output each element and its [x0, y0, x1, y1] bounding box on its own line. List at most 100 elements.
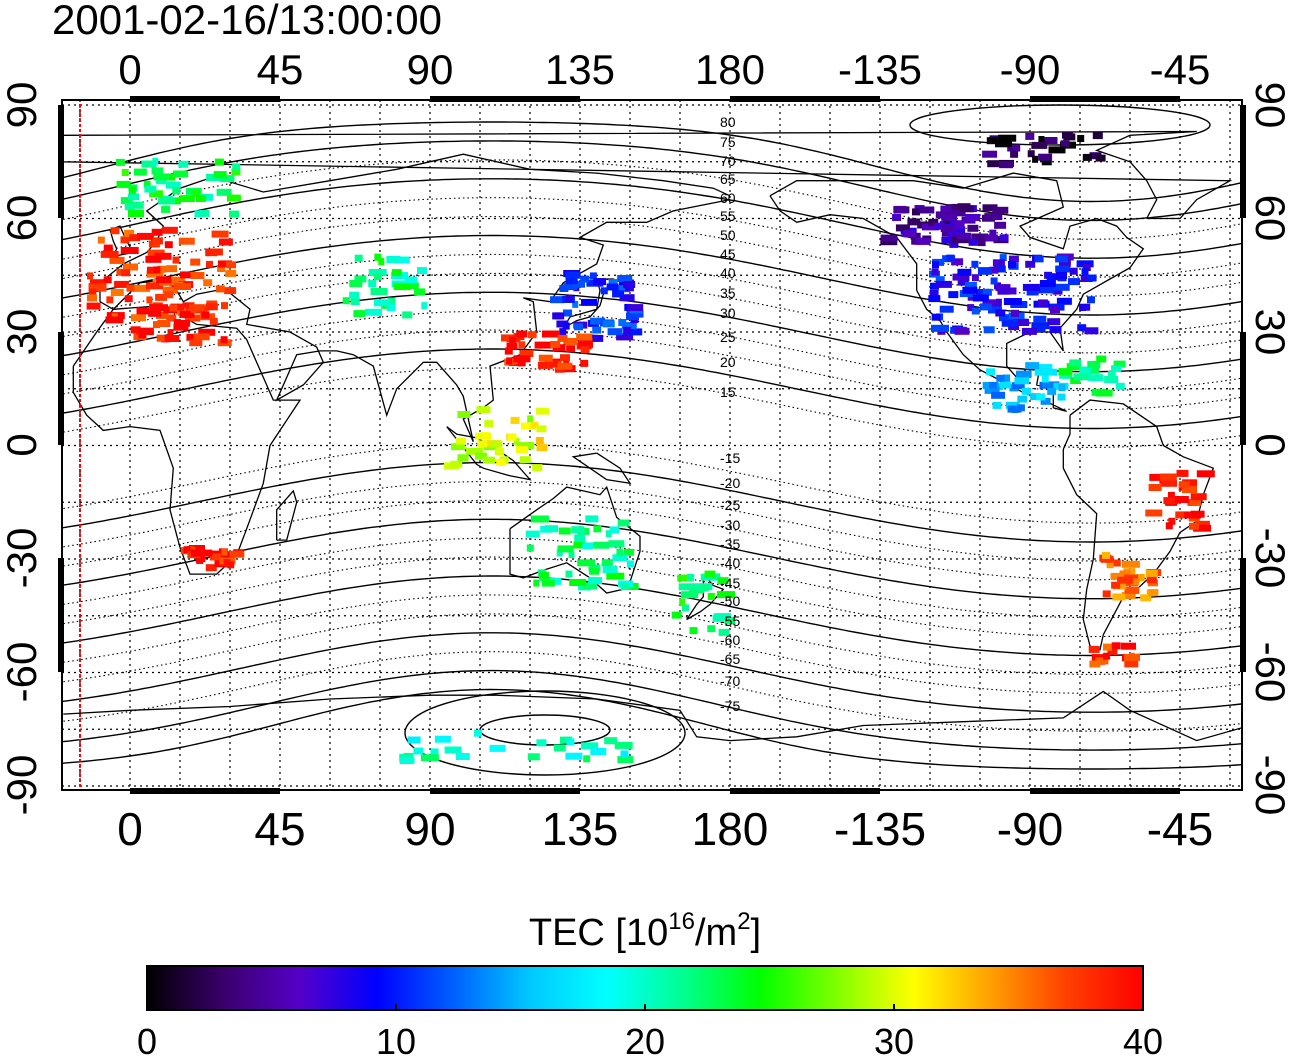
- tec-cell: [687, 573, 695, 581]
- tec-cell: [1011, 309, 1019, 317]
- tec-cell: [612, 285, 630, 293]
- tec-cell: [940, 225, 955, 232]
- coastline: [446, 426, 532, 481]
- tec-cell: [941, 236, 956, 244]
- tec-cell: [931, 268, 939, 276]
- tec-cell: [880, 234, 898, 242]
- tec-cell: [373, 273, 382, 281]
- tec-cell: [1059, 371, 1073, 379]
- contour-label: -30: [720, 517, 740, 533]
- tec-cell: [87, 272, 93, 280]
- tec-cell: [527, 415, 534, 423]
- tec-cell: [166, 265, 178, 273]
- left-lat-label: -90: [0, 755, 45, 816]
- tec-cell: [1026, 288, 1039, 296]
- colorbar-tick-label: 10: [376, 1021, 416, 1057]
- tec-cell: [541, 579, 555, 587]
- tec-cell: [1017, 395, 1028, 403]
- tec-cell: [90, 279, 104, 287]
- tec-cell: [370, 288, 388, 295]
- colorbar-gradient: [146, 965, 1144, 1011]
- tec-cell: [219, 175, 235, 183]
- tec-cell: [602, 320, 615, 328]
- coastline: [63, 690, 1242, 742]
- tec-cell: [992, 206, 1009, 214]
- tec-cell: [1102, 551, 1110, 559]
- magnetic-contour: [62, 329, 1242, 411]
- right-lat-label: -90: [1247, 755, 1292, 816]
- tec-cell: [616, 333, 634, 341]
- tec-cell: [932, 261, 939, 269]
- tec-cell: [1121, 560, 1140, 568]
- tec-cell: [455, 753, 470, 760]
- tec-cell: [194, 210, 203, 218]
- tec-cell: [1055, 265, 1071, 273]
- right-lat-label: 0: [1247, 433, 1292, 456]
- tec-cell: [131, 201, 144, 209]
- contour-label: -45: [720, 575, 740, 591]
- magnetic-contour: [62, 234, 1242, 316]
- tec-cell: [1053, 283, 1070, 291]
- colorbar-tick-label: 40: [1123, 1021, 1163, 1057]
- tec-cell: [450, 460, 463, 468]
- contour-label: 75: [720, 134, 736, 150]
- tec-cell: [109, 256, 125, 264]
- tec-cell: [1038, 364, 1053, 372]
- tec-cell: [116, 180, 131, 188]
- tec-cell: [620, 750, 629, 758]
- map-title: 2001-02-16/13:00:00: [52, 0, 442, 43]
- lat-lon-gridlines: [62, 100, 1242, 790]
- tec-cell: [535, 437, 544, 444]
- tec-cell: [157, 265, 167, 273]
- tec-cell: [707, 625, 716, 633]
- tec-cell: [520, 422, 535, 430]
- tec-cell: [120, 236, 130, 244]
- tec-cell: [949, 240, 959, 248]
- tec-cell: [957, 278, 969, 286]
- tec-cell: [601, 559, 613, 567]
- tec-cell: [1025, 362, 1040, 370]
- tec-cell: [1070, 377, 1081, 385]
- tec-cell: [1001, 319, 1018, 327]
- tec-cell: [179, 195, 195, 203]
- tec-cell: [623, 548, 634, 556]
- tec-cell: [954, 327, 970, 335]
- tec-cell: [494, 448, 504, 456]
- tec-cell: [387, 297, 396, 305]
- colorbar-tick-label: 0: [137, 1021, 157, 1057]
- tec-cell: [165, 335, 180, 342]
- tec-cell: [1068, 278, 1080, 286]
- tec-cell: [571, 526, 585, 534]
- tec-cell: [880, 238, 898, 246]
- tec-cell: [602, 566, 618, 574]
- tec-cell: [931, 313, 941, 321]
- left-lat-label: 90: [0, 82, 45, 129]
- tec-cell: [1145, 509, 1163, 517]
- tec-cell: [1025, 132, 1035, 140]
- tec-cell: [1088, 645, 1100, 653]
- tec-cell: [168, 173, 175, 181]
- tec-cell: [190, 272, 205, 279]
- tec-cell: [590, 317, 606, 325]
- tec-cell: [1111, 581, 1121, 589]
- magnetic-contour: [62, 480, 1242, 562]
- tec-cell: [421, 302, 428, 310]
- tec-cell: [1092, 132, 1103, 140]
- tec-cell: [620, 583, 629, 591]
- contour-label: -50: [720, 593, 740, 609]
- tec-cell: [224, 287, 237, 295]
- tec-cell: [145, 255, 162, 263]
- magnetic-contour: [62, 688, 1242, 770]
- tec-cell: [718, 628, 730, 636]
- tec-cell: [542, 330, 560, 338]
- tec-cell: [1057, 393, 1066, 401]
- contour-label: -40: [720, 555, 740, 571]
- tec-cell: [566, 345, 576, 353]
- tec-cell: [977, 239, 986, 247]
- magnetic-latitude-contours: [62, 104, 1242, 776]
- tec-cell: [189, 545, 205, 552]
- tec-cell: [1056, 272, 1067, 279]
- tec-cell: [537, 361, 553, 369]
- tec-cell: [1076, 260, 1094, 268]
- tec-cell: [129, 234, 141, 242]
